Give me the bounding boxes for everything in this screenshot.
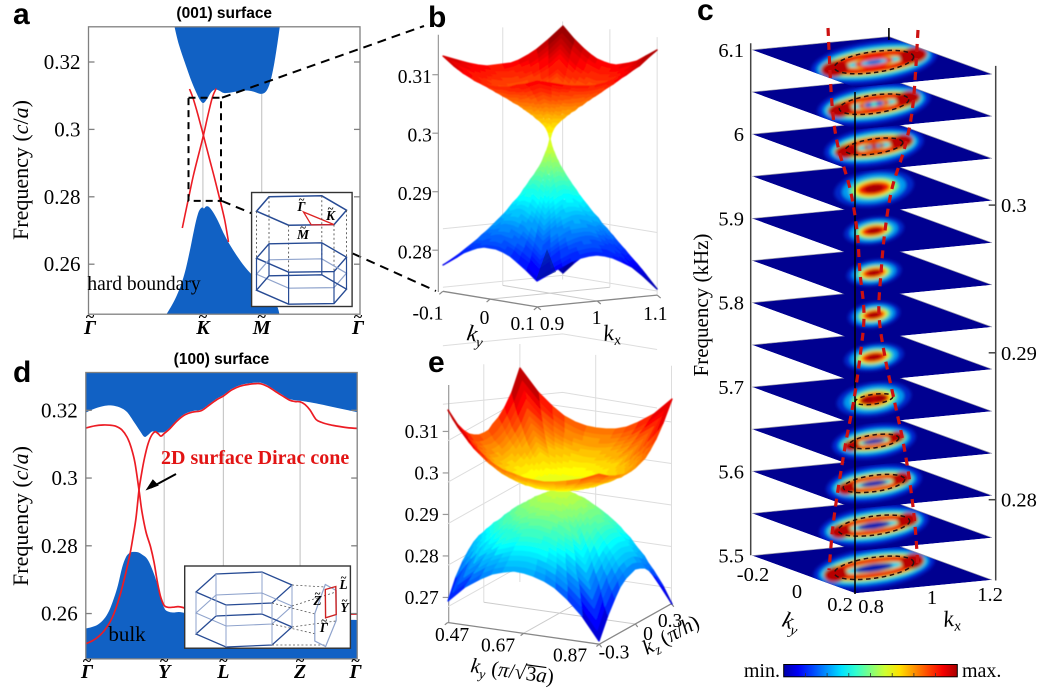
svg-text:Γ: Γ xyxy=(319,620,329,635)
svg-text:0.1: 0.1 xyxy=(511,314,535,335)
svg-text:~: ~ xyxy=(321,615,327,627)
svg-text:~: ~ xyxy=(300,222,306,234)
svg-text:~: ~ xyxy=(258,309,267,326)
svg-text:~: ~ xyxy=(342,595,348,607)
svg-text:-0.1: -0.1 xyxy=(412,304,443,325)
svg-text:Γ: Γ xyxy=(351,317,365,339)
svg-text:min.: min. xyxy=(744,660,780,682)
svg-text:~: ~ xyxy=(315,588,321,600)
svg-text:Γ: Γ xyxy=(348,661,362,683)
svg-text:K: K xyxy=(325,208,336,223)
svg-text:~: ~ xyxy=(160,653,169,670)
svg-text:d: d xyxy=(13,356,31,389)
svg-text:~: ~ xyxy=(296,653,305,670)
svg-text:5.8: 5.8 xyxy=(718,293,744,315)
svg-text:0.28: 0.28 xyxy=(398,243,432,264)
svg-text:0.87: 0.87 xyxy=(553,646,587,667)
svg-text:0.31: 0.31 xyxy=(398,67,432,88)
svg-text:0.67: 0.67 xyxy=(481,636,515,657)
svg-text:~: ~ xyxy=(86,309,95,326)
svg-text:0.29: 0.29 xyxy=(1001,343,1037,365)
svg-text:2D surface Dirac cone: 2D surface Dirac cone xyxy=(161,447,349,469)
svg-text:0.26: 0.26 xyxy=(41,602,78,626)
svg-text:0.31: 0.31 xyxy=(405,422,439,443)
svg-text:M: M xyxy=(296,227,310,242)
svg-text:0.28: 0.28 xyxy=(1001,490,1037,512)
svg-text:e: e xyxy=(428,346,445,379)
svg-text:~: ~ xyxy=(341,572,347,584)
svg-text:0.28: 0.28 xyxy=(41,534,78,558)
svg-text:0.29: 0.29 xyxy=(398,184,432,205)
svg-text:~: ~ xyxy=(199,309,208,326)
svg-text:6.1: 6.1 xyxy=(718,40,744,62)
svg-text:0.32: 0.32 xyxy=(41,398,78,422)
svg-text:0: 0 xyxy=(792,581,802,603)
svg-text:1: 1 xyxy=(592,308,602,329)
svg-text:Y: Y xyxy=(158,661,172,683)
svg-text:K: K xyxy=(195,317,211,339)
svg-text:Γ: Γ xyxy=(83,317,97,339)
svg-text:0.32: 0.32 xyxy=(44,50,81,74)
svg-text:L: L xyxy=(216,661,229,683)
svg-text:Γ: Γ xyxy=(296,199,306,214)
svg-text:Z: Z xyxy=(293,661,306,683)
svg-text:~: ~ xyxy=(351,653,360,670)
svg-text:~: ~ xyxy=(354,309,363,326)
svg-text:5.9: 5.9 xyxy=(718,208,744,230)
svg-text:0.3: 0.3 xyxy=(54,117,80,141)
svg-text:b: b xyxy=(428,1,446,34)
svg-text:0.28: 0.28 xyxy=(44,185,81,209)
svg-text:c: c xyxy=(697,0,714,27)
svg-text:bulk: bulk xyxy=(108,622,146,646)
svg-text:M: M xyxy=(252,317,272,339)
svg-text:a: a xyxy=(13,0,30,31)
svg-text:0.3: 0.3 xyxy=(407,126,431,147)
svg-text:5.7: 5.7 xyxy=(718,377,744,399)
svg-text:Y: Y xyxy=(340,600,350,615)
svg-text:-0.2: -0.2 xyxy=(737,564,769,586)
svg-text:0.28: 0.28 xyxy=(405,546,439,567)
svg-text:5.6: 5.6 xyxy=(718,461,744,483)
svg-text:~: ~ xyxy=(299,194,305,206)
svg-text:5.5: 5.5 xyxy=(718,546,744,568)
svg-text:Frequency (c/a): Frequency (c/a) xyxy=(8,446,33,586)
svg-text:0.26: 0.26 xyxy=(44,252,81,276)
svg-text:0.3: 0.3 xyxy=(658,611,682,632)
svg-text:-0.3: -0.3 xyxy=(599,643,630,664)
svg-text:1: 1 xyxy=(927,587,937,609)
svg-text:~: ~ xyxy=(83,653,92,670)
svg-text:(001) surface: (001) surface xyxy=(176,5,272,22)
svg-text:0.47: 0.47 xyxy=(435,625,469,646)
svg-text:Z: Z xyxy=(312,593,321,608)
svg-text:~: ~ xyxy=(219,653,228,670)
svg-text:1.1: 1.1 xyxy=(643,304,667,325)
svg-text:Frequency (kHz): Frequency (kHz) xyxy=(689,234,713,377)
svg-text:max.: max. xyxy=(962,660,1001,682)
svg-text:~: ~ xyxy=(328,203,334,215)
svg-text:0: 0 xyxy=(643,624,653,645)
svg-text:6: 6 xyxy=(734,124,744,146)
svg-text:L: L xyxy=(338,577,347,592)
svg-text:1.2: 1.2 xyxy=(977,584,1003,606)
svg-text:Γ: Γ xyxy=(80,661,94,683)
svg-text:Frequency (c/a): Frequency (c/a) xyxy=(8,100,33,240)
svg-text:hard boundary: hard boundary xyxy=(87,274,200,295)
svg-text:0.2: 0.2 xyxy=(827,594,853,616)
svg-text:0.8: 0.8 xyxy=(858,596,884,618)
svg-text:0.3: 0.3 xyxy=(52,466,78,490)
svg-text:0.3: 0.3 xyxy=(414,463,438,484)
svg-text:0.3: 0.3 xyxy=(1001,195,1027,217)
svg-text:0.27: 0.27 xyxy=(405,588,439,609)
svg-text:0: 0 xyxy=(480,308,490,329)
svg-text:(100) surface: (100) surface xyxy=(174,351,270,368)
svg-text:0.29: 0.29 xyxy=(405,505,439,526)
svg-text:0.9: 0.9 xyxy=(540,314,564,335)
